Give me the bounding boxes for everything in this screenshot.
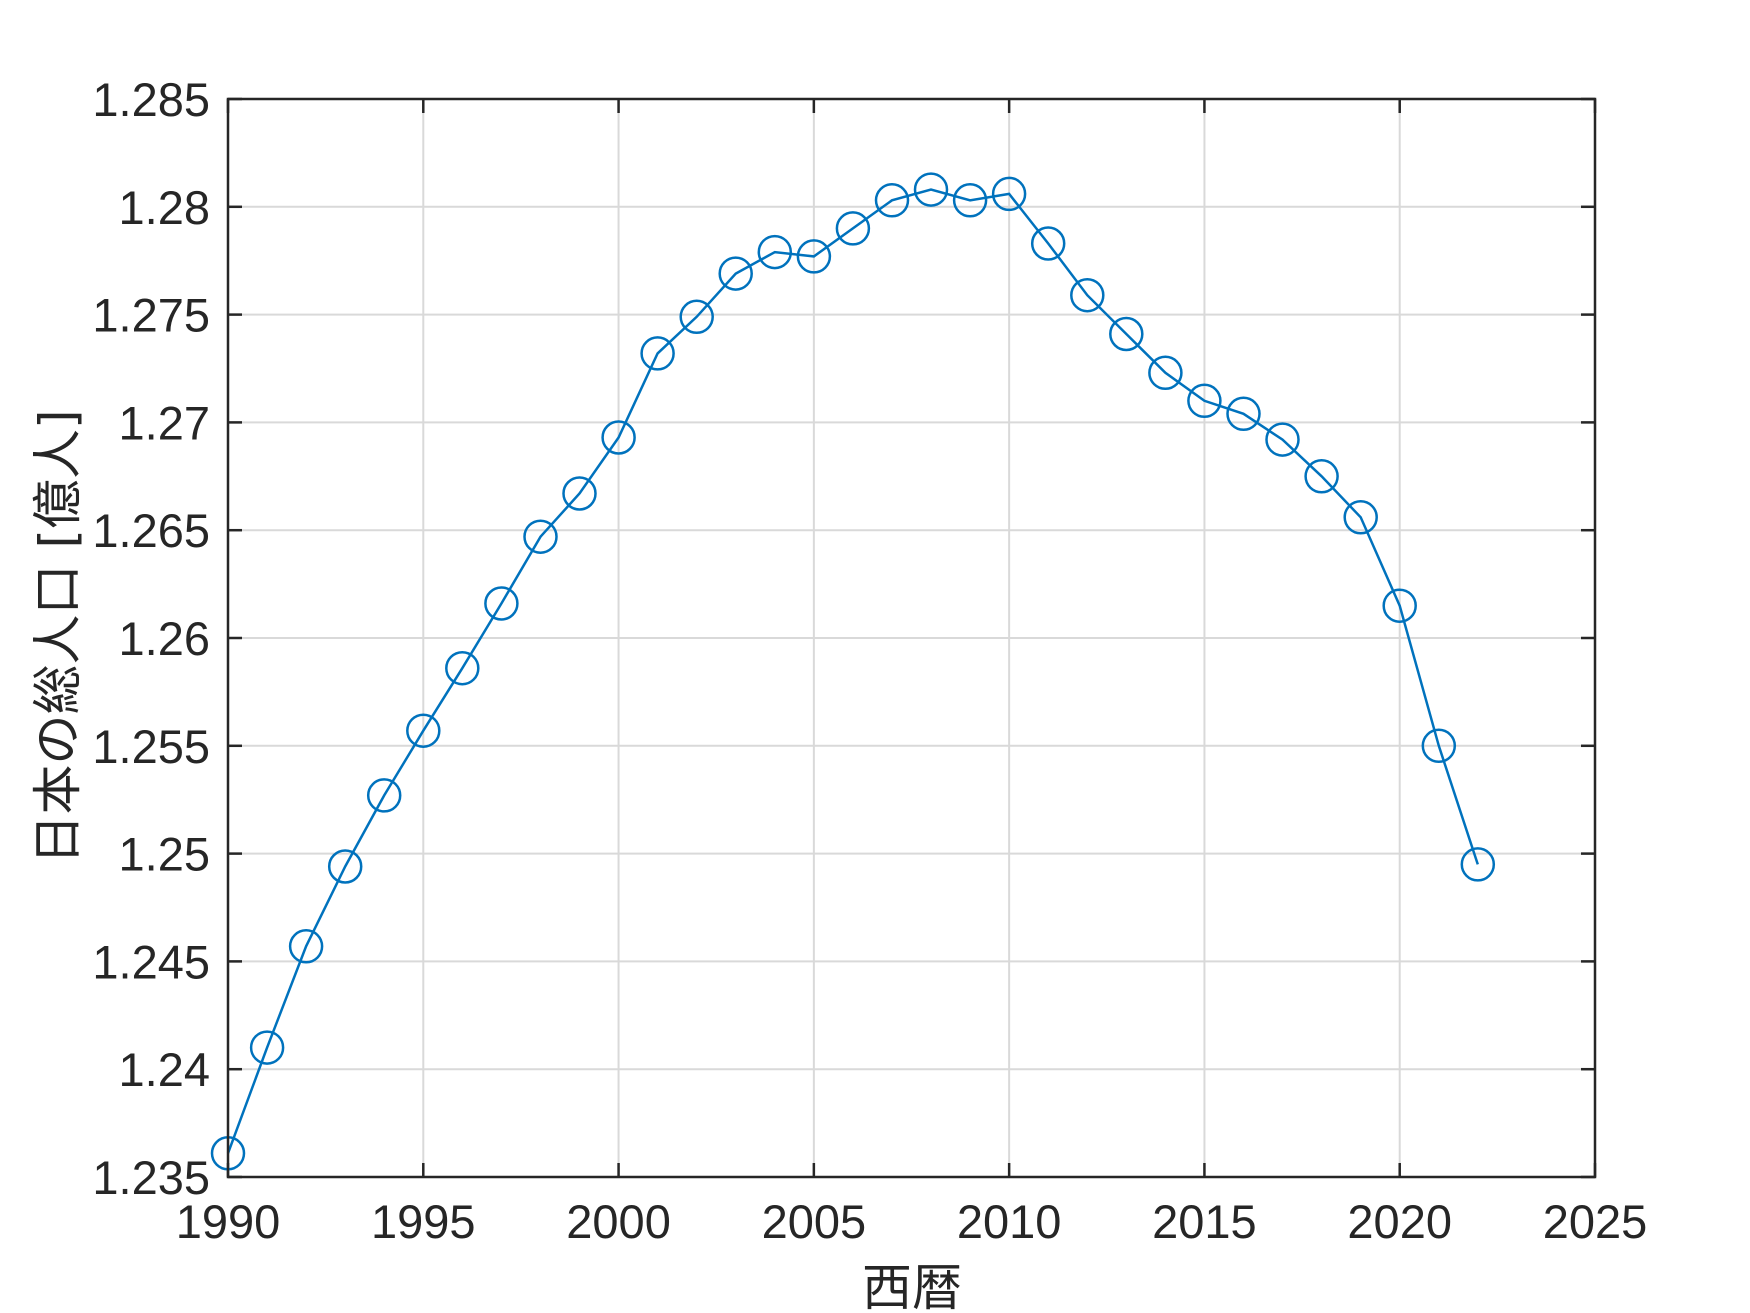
- data-point-marker: [679, 299, 714, 335]
- data-point-marker: [952, 183, 988, 218]
- x-tick-label: 2005: [762, 1195, 867, 1248]
- data-point-marker: [484, 586, 519, 621]
- data-point-marker: [1070, 277, 1105, 313]
- data-point-marker: [1382, 588, 1417, 623]
- data-point-marker: [445, 650, 480, 686]
- data-point-marker: [1304, 459, 1339, 494]
- data-point-marker: [327, 849, 363, 884]
- data-point-marker: [366, 778, 402, 813]
- x-tick-label: 2020: [1347, 1195, 1452, 1248]
- y-tick-label: 1.255: [92, 720, 210, 773]
- data-point-marker: [1187, 383, 1222, 419]
- data-point-marker: [1343, 500, 1378, 535]
- data-point-marker: [1460, 847, 1496, 882]
- y-tick-label: 1.26: [119, 612, 210, 665]
- x-tick-labels: 1990 1995 2000 2005 2010 2015 2020 2025: [176, 1195, 1648, 1248]
- data-point-marker: [562, 476, 597, 511]
- data-point-marker: [835, 211, 871, 246]
- data-point-marker: [640, 336, 675, 371]
- y-tick-label: 1.245: [92, 935, 210, 988]
- x-tick-label: 2015: [1152, 1195, 1257, 1248]
- data-point-marker: [249, 1030, 285, 1065]
- data-point-marker: [601, 420, 636, 455]
- x-tick-label: 2025: [1543, 1195, 1648, 1248]
- y-tick-label: 1.275: [92, 289, 210, 342]
- y-tick-label: 1.25: [119, 828, 210, 881]
- x-tick-label: 2010: [957, 1195, 1062, 1248]
- y-tick-label: 1.27: [119, 396, 210, 449]
- data-point-marker: [796, 239, 832, 274]
- data-point-marker: [1226, 396, 1261, 432]
- data-point-marker: [874, 183, 910, 218]
- plot-area: [210, 97, 1597, 1179]
- y-tick-label: 1.28: [119, 181, 210, 234]
- data-point-marker: [1148, 355, 1183, 391]
- y-tick-label: 1.285: [92, 73, 210, 126]
- x-tick-label: 2000: [566, 1195, 671, 1248]
- y-tick-label: 1.24: [119, 1043, 210, 1096]
- data-point-marker: [1421, 728, 1457, 764]
- data-point-marker: [991, 176, 1027, 212]
- x-axis-label: 西暦: [862, 1259, 962, 1313]
- y-tick-labels: 1.235 1.24 1.245 1.25 1.255 1.26 1.265 1.27 1.27…: [92, 73, 210, 1204]
- data-point-marker: [1265, 422, 1300, 457]
- data-point-marker: [1109, 316, 1144, 352]
- x-tick-label: 1990: [176, 1195, 281, 1248]
- data-point-marker: [757, 234, 793, 270]
- data-point-marker: [288, 929, 324, 964]
- y-tick-label: 1.235: [92, 1151, 210, 1204]
- data-point-marker: [718, 256, 753, 291]
- y-tick-label: 1.265: [92, 504, 210, 557]
- x-tick-label: 1995: [371, 1195, 476, 1248]
- plot-frame: [226, 97, 1597, 1179]
- data-series: [210, 172, 1496, 1171]
- data-point-marker: [913, 172, 949, 207]
- data-point-marker: [1030, 226, 1066, 261]
- data-point-marker: [406, 713, 441, 748]
- data-point-marker: [523, 519, 558, 554]
- y-axis-label: 日本の総人口 [億人]: [29, 410, 87, 865]
